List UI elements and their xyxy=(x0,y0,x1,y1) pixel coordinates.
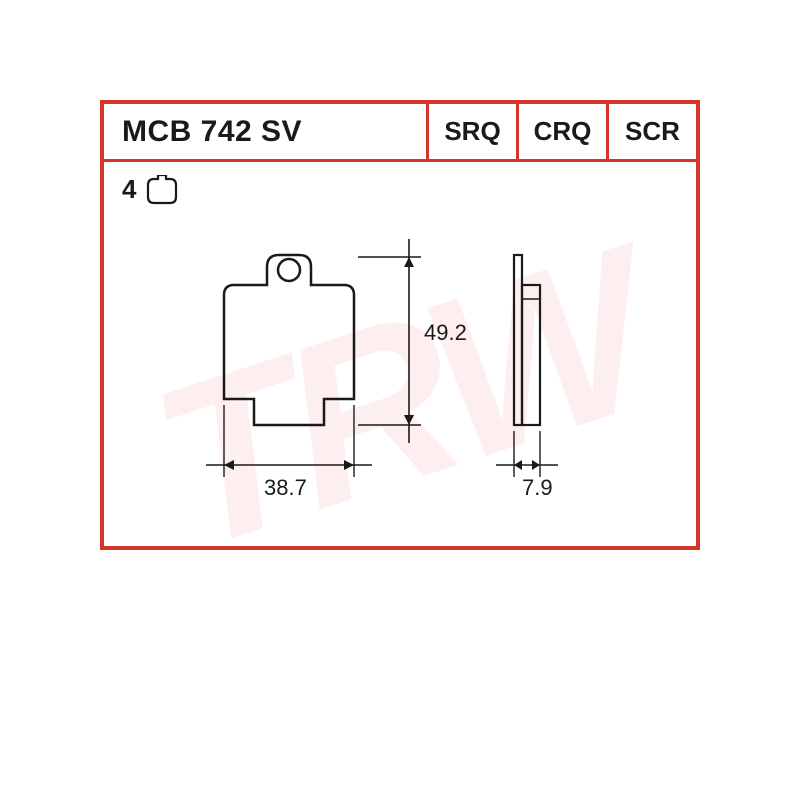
variant-cell-0: SRQ xyxy=(426,104,516,159)
dim-thickness-label: 7.9 xyxy=(522,475,553,501)
dim-height-label: 49.2 xyxy=(424,320,467,346)
count-row: 4 xyxy=(104,162,696,205)
variant-cell-2: SCR xyxy=(606,104,696,159)
dim-width-label: 38.7 xyxy=(264,475,307,501)
diagram-area: 38.7 49.2 7.9 xyxy=(104,205,696,545)
count-qty: 4 xyxy=(122,174,136,205)
header-row: MCB 742 SV SRQ CRQ SCR xyxy=(104,104,696,162)
spec-frame: MCB 742 SV SRQ CRQ SCR 4 38.7 49.2 7.9 xyxy=(100,100,700,550)
pad-icon xyxy=(144,175,180,205)
product-code: MCB 742 SV xyxy=(104,104,426,159)
diagram-svg xyxy=(104,205,696,545)
variant-cell-1: CRQ xyxy=(516,104,606,159)
